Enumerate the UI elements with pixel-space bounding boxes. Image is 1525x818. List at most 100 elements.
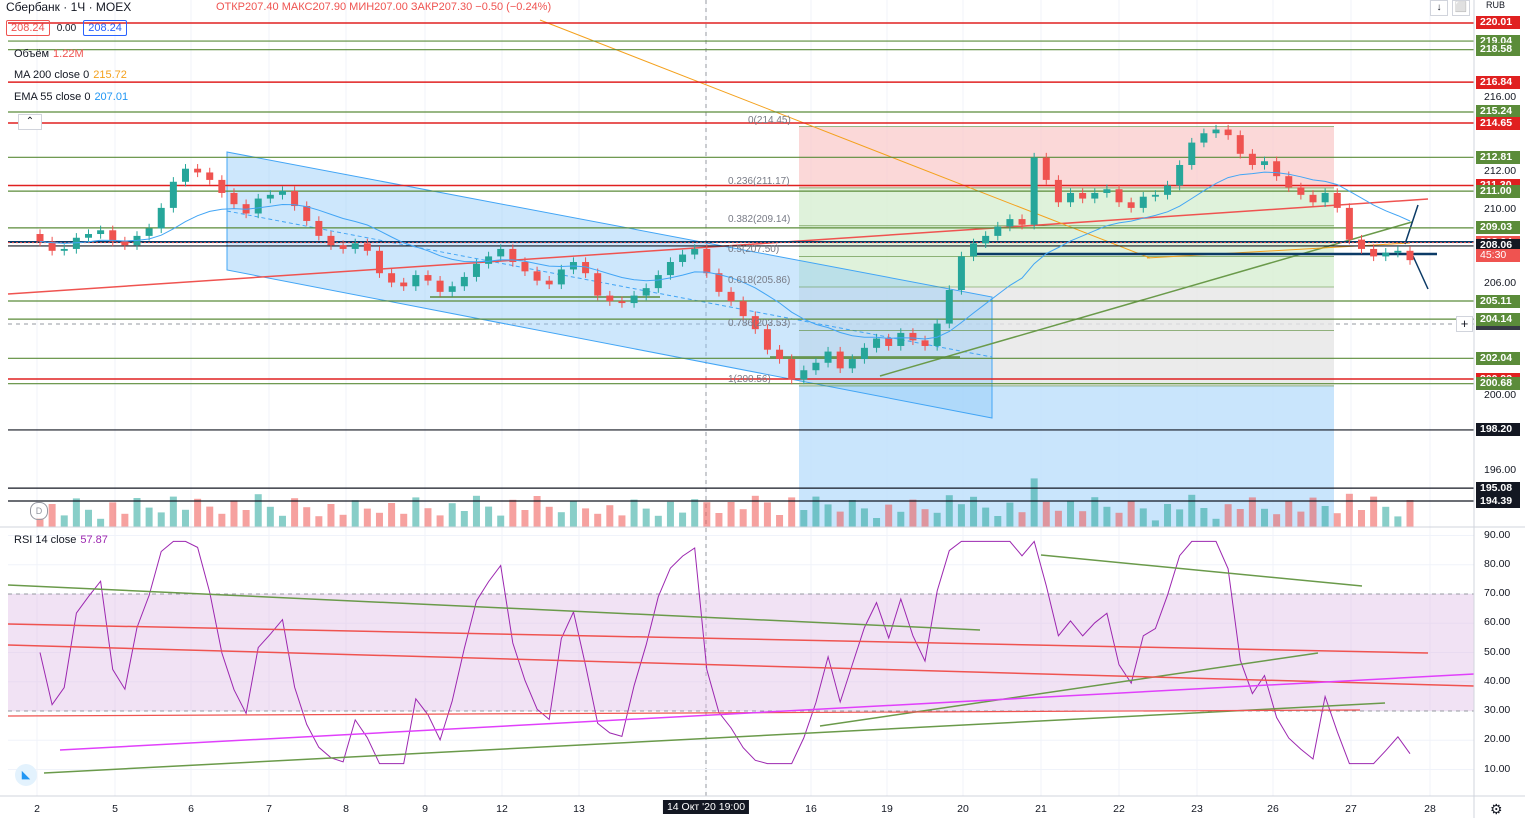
volume-bar bbox=[545, 506, 553, 527]
ohlc-readout: ОТКР207.40 МАКС207.90 МИН207.00 ЗАКР207.… bbox=[216, 1, 552, 13]
price-level-label: 220.01 bbox=[1476, 16, 1520, 30]
volume-bar bbox=[1176, 509, 1184, 527]
candle-body bbox=[557, 269, 565, 285]
quote-boxes: 208.24 0.00 208.24 bbox=[6, 20, 127, 36]
volume-bar bbox=[109, 502, 117, 527]
legend-ema55[interactable]: EMA 55 close 0 207.01 bbox=[14, 91, 129, 103]
candle-body bbox=[1176, 164, 1184, 186]
scroll-down-button[interactable]: ↓ bbox=[1430, 0, 1448, 16]
candle-body bbox=[218, 179, 226, 193]
candle-body bbox=[278, 191, 286, 195]
volume-bar bbox=[1030, 478, 1038, 527]
volume-bar bbox=[812, 496, 820, 527]
ema55-line bbox=[39, 171, 1411, 340]
candle-body bbox=[1236, 135, 1244, 154]
volume-bar bbox=[679, 512, 687, 527]
candle-body bbox=[303, 206, 311, 221]
volume-bar bbox=[715, 513, 723, 527]
volume-bar bbox=[618, 515, 626, 527]
volume-bars bbox=[36, 478, 1414, 527]
volume-bar bbox=[654, 515, 662, 527]
legend-ma200[interactable]: MA 200 close 0 215.72 bbox=[14, 69, 127, 81]
ma200-line bbox=[539, 19, 1151, 259]
candle-body bbox=[1115, 189, 1123, 203]
rsi-trendline-3 bbox=[43, 702, 1386, 774]
fib-zone-green bbox=[799, 187, 1334, 288]
candle-body bbox=[291, 191, 299, 207]
rsi-line bbox=[39, 540, 1411, 765]
position-zone-blue bbox=[799, 385, 1334, 527]
rsi-red-line-3 bbox=[7, 709, 1361, 717]
volume-bar bbox=[630, 499, 638, 527]
volume-bar bbox=[751, 495, 759, 527]
x-tick-label: 8 bbox=[343, 803, 349, 815]
down-arrow bbox=[1412, 255, 1429, 290]
candle-body bbox=[618, 301, 626, 304]
candle-body bbox=[169, 181, 177, 208]
volume-bar bbox=[375, 512, 383, 527]
candle-body bbox=[412, 275, 420, 287]
volume-bar bbox=[1042, 501, 1050, 527]
ask-box[interactable]: 208.24 bbox=[83, 20, 127, 36]
volume-bar bbox=[1151, 520, 1159, 527]
bar-countdown: 45:30 bbox=[1476, 248, 1520, 262]
volume-bar bbox=[1248, 497, 1256, 527]
candle-body bbox=[194, 168, 202, 173]
candle-body bbox=[703, 248, 711, 274]
volume-bar bbox=[1261, 508, 1269, 527]
volume-bar bbox=[351, 500, 359, 527]
add-crosshair-button[interactable]: + bbox=[1456, 316, 1473, 332]
candle-body bbox=[1054, 179, 1062, 203]
candle-body bbox=[812, 362, 820, 371]
rsi-pane bbox=[7, 540, 1475, 774]
moving-averages bbox=[39, 171, 1411, 340]
candle-body bbox=[315, 220, 323, 236]
volume-bar bbox=[169, 496, 177, 527]
volume-bar bbox=[824, 504, 832, 527]
rsi-tick-label: 90.00 bbox=[1484, 528, 1511, 541]
volume-bar bbox=[727, 502, 735, 527]
candle-body bbox=[800, 370, 808, 380]
volume-bar bbox=[278, 515, 286, 527]
candle-body bbox=[1127, 202, 1135, 208]
x-tick-label: 6 bbox=[188, 803, 194, 815]
volume-bar bbox=[1382, 506, 1390, 527]
symbol-title[interactable]: Сбербанк · 1Ч · MOEX bbox=[6, 0, 132, 14]
candle-body bbox=[1285, 176, 1293, 188]
candle-body bbox=[1273, 161, 1281, 177]
volume-bar bbox=[448, 503, 456, 527]
bid-box[interactable]: 208.24 bbox=[6, 20, 50, 36]
time-crosshair-label: 14 Окт '20 19:00 bbox=[662, 800, 750, 814]
drawings bbox=[7, 19, 1474, 527]
candle-body bbox=[1333, 192, 1341, 208]
volume-bar bbox=[1006, 502, 1014, 527]
fib-label: 0(214.45) bbox=[748, 114, 791, 126]
volume-bar bbox=[497, 515, 505, 527]
price-level-label: 215.24 bbox=[1476, 105, 1520, 119]
volume-bar bbox=[666, 501, 674, 527]
fib-label: 0.618(205.86) bbox=[728, 275, 791, 286]
collapse-legend-button[interactable]: ⌃ bbox=[18, 114, 42, 130]
candle-body bbox=[509, 248, 517, 263]
volume-bar bbox=[982, 507, 990, 527]
legend-volume[interactable]: Объём 1.22M bbox=[14, 48, 84, 60]
candle-body bbox=[48, 241, 56, 251]
x-tick-label: 22 bbox=[1113, 803, 1125, 815]
x-tick-label: 5 bbox=[112, 803, 118, 815]
volume-bar bbox=[957, 504, 965, 527]
volume-bar bbox=[642, 508, 650, 527]
volume-bar bbox=[1188, 494, 1196, 527]
candle-body bbox=[739, 301, 747, 317]
tradingview-logo-icon[interactable]: ◣ bbox=[15, 764, 37, 786]
volume-bar bbox=[703, 502, 711, 527]
spread: 0.00 bbox=[56, 23, 77, 34]
x-tick-label: 9 bbox=[422, 803, 428, 815]
legend-rsi[interactable]: RSI 14 close 57.87 bbox=[14, 534, 108, 546]
volume-bar bbox=[1406, 500, 1414, 527]
volume-bar bbox=[994, 516, 1002, 527]
candle-body bbox=[121, 241, 129, 246]
restore-button[interactable]: ⬜ bbox=[1452, 0, 1470, 16]
settings-gear-icon[interactable]: ⚙ bbox=[1490, 801, 1503, 817]
dividends-icon[interactable]: D bbox=[30, 502, 48, 520]
